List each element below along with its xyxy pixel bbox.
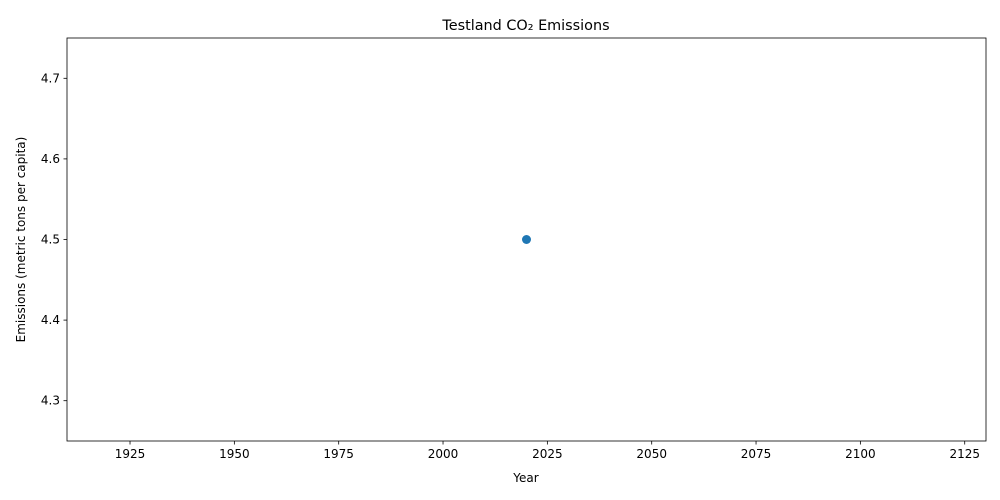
y-tick-label: 4.4 <box>41 313 60 327</box>
x-tick-label: 1975 <box>323 447 354 461</box>
y-tick-label: 4.5 <box>41 233 60 247</box>
y-axis-ticks: 4.3 4.4 4.5 4.6 4.7 <box>41 71 67 408</box>
y-axis-label: Emissions (metric tons per capita) <box>14 137 28 343</box>
data-points <box>522 235 531 244</box>
data-point <box>522 235 531 244</box>
x-tick-label: 1925 <box>115 447 146 461</box>
y-tick-label: 4.3 <box>41 394 60 408</box>
x-axis-label: Year <box>512 471 538 485</box>
y-tick-label: 4.7 <box>41 71 60 85</box>
x-tick-label: 2025 <box>532 447 563 461</box>
x-tick-label: 2075 <box>741 447 772 461</box>
y-tick-label: 4.6 <box>41 152 60 166</box>
x-axis-ticks: 1925 1950 1975 2000 2025 2050 2075 2100 2125 <box>115 441 980 461</box>
x-tick-label: 2100 <box>845 447 876 461</box>
x-tick-label: 1950 <box>219 447 250 461</box>
x-tick-label: 2125 <box>949 447 980 461</box>
chart-title: Testland CO₂ Emissions <box>441 18 609 34</box>
x-tick-label: 2050 <box>636 447 667 461</box>
x-tick-label: 2000 <box>428 447 459 461</box>
